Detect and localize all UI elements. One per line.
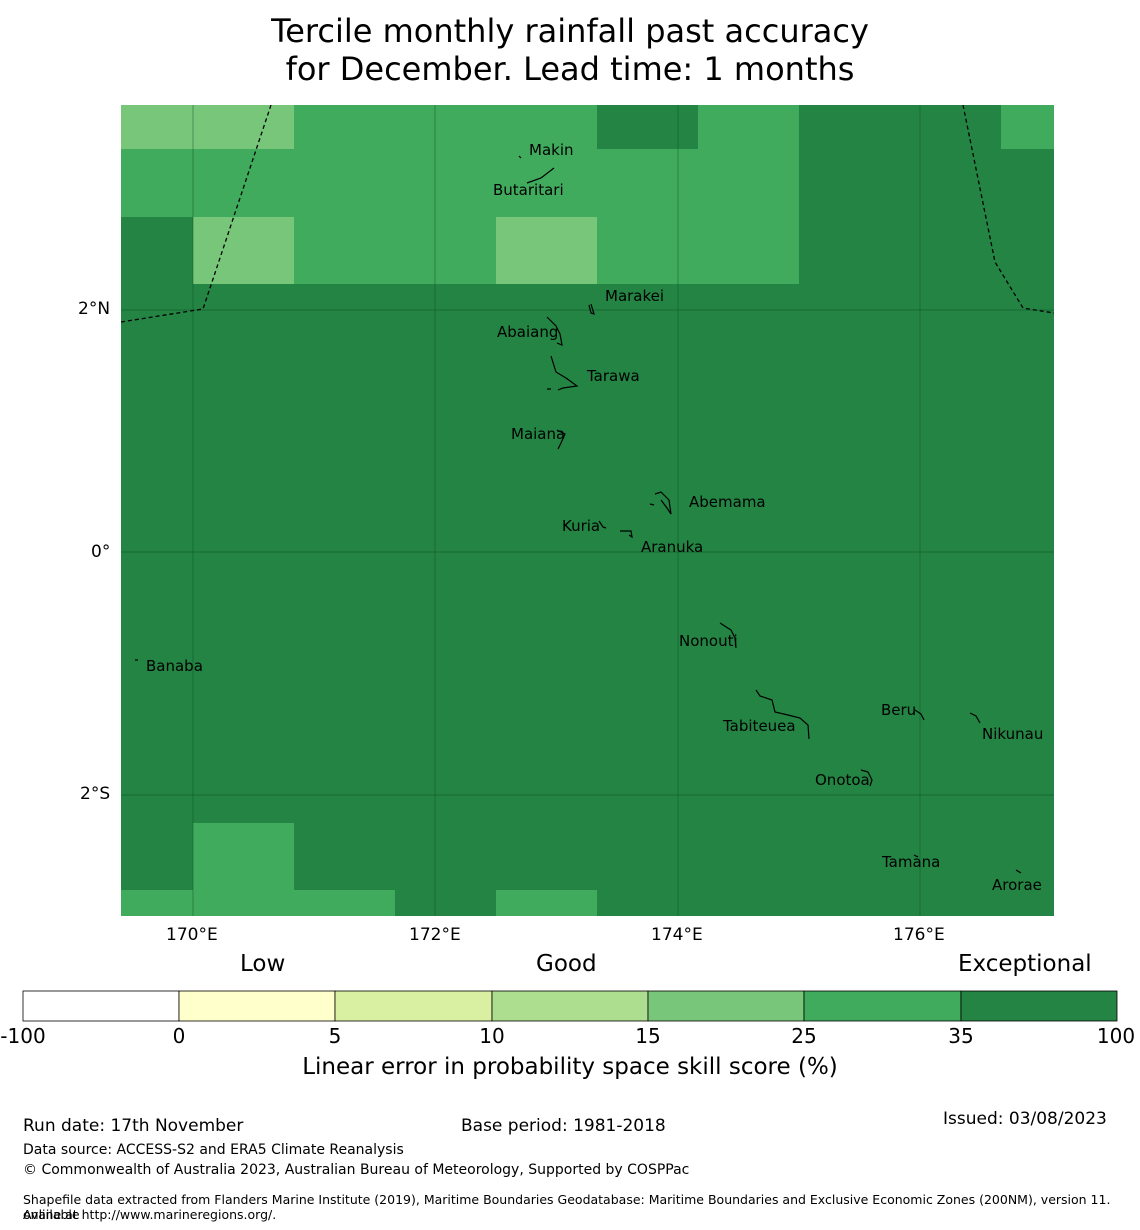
colorbar-swatch — [334, 990, 493, 1022]
colorbar-swatch — [491, 990, 649, 1022]
place-label: Arorae — [992, 876, 1042, 894]
chart-title-line2: for December. Lead time: 1 months — [285, 50, 855, 88]
data-source: Data source: ACCESS-S2 and ERA5 Climate … — [23, 1142, 404, 1158]
place-label: Abemama — [689, 493, 766, 511]
colorbar-tick: 15 — [635, 1024, 661, 1048]
colorbar — [22, 990, 1118, 1022]
place-label: Makin — [529, 141, 574, 159]
place-label: Abaiang — [497, 323, 558, 341]
colorbar-tick: 5 — [328, 1024, 342, 1048]
place-label: Onotoa — [815, 771, 870, 789]
legend-category-good: Good — [536, 951, 597, 977]
colorbar-tick: 35 — [948, 1024, 974, 1048]
shapefile-credit-line2: online at http://www.marineregions.org/. — [23, 1207, 277, 1222]
colorbar-title: Linear error in probability space skill … — [302, 1054, 838, 1080]
place-label: Maiana — [511, 425, 565, 443]
lon-tick-label: 172°E — [409, 925, 461, 945]
place-label: Nikunau — [982, 725, 1043, 743]
colorbar-tick: -100 — [0, 1024, 46, 1048]
base-period: Base period: 1981-2018 — [461, 1116, 666, 1136]
colorbar-swatch — [647, 990, 805, 1022]
shapefile-credit-line1: Shapefile data extracted from Flanders M… — [23, 1192, 1111, 1222]
lon-tick-label: 174°E — [651, 925, 703, 945]
legend-category-low: Low — [240, 951, 286, 977]
copyright: © Commonwealth of Australia 2023, Austra… — [23, 1162, 690, 1178]
colorbar-tick: 0 — [172, 1024, 186, 1048]
eez-boundaries — [120, 104, 1055, 323]
lon-tick-label: 170°E — [166, 925, 218, 945]
place-label: Tarawa — [586, 367, 640, 385]
colorbar-swatch — [803, 990, 962, 1022]
legend-category-exceptional: Exceptional — [958, 951, 1092, 977]
place-label: Aranuka — [641, 538, 703, 556]
lat-tick-label: 2°N — [78, 299, 111, 319]
colorbar-tick: 100 — [1096, 1024, 1136, 1048]
place-label: Butaritari — [493, 181, 564, 199]
chart-title-line1: Tercile monthly rainfall past accuracy — [271, 12, 869, 50]
place-label: Beru — [881, 701, 916, 719]
colorbar-tick: 10 — [479, 1024, 505, 1048]
lon-tick-label: 176°E — [893, 925, 945, 945]
place-label: Kuria — [562, 517, 600, 535]
colorbar-swatch — [960, 990, 1118, 1022]
colorbar-swatch — [178, 990, 336, 1022]
colorbar-tick: 25 — [791, 1024, 817, 1048]
lat-tick-label: 2°S — [80, 784, 111, 804]
colorbar-swatch — [22, 990, 180, 1022]
run-date: Run date: 17th November — [23, 1116, 244, 1136]
place-label: Banaba — [146, 657, 203, 675]
gridlines — [121, 105, 1054, 916]
place-label: Tabiteuea — [722, 717, 796, 735]
island-outlines — [135, 155, 1022, 874]
lat-tick-label: 0° — [91, 542, 111, 562]
skill-grid — [121, 105, 1054, 916]
place-label: Marakei — [605, 287, 664, 305]
issued-date: Issued: 03/08/2023 — [943, 1109, 1107, 1129]
place-label: Tamana — [881, 853, 940, 871]
place-label: Nonouti — [679, 632, 738, 650]
